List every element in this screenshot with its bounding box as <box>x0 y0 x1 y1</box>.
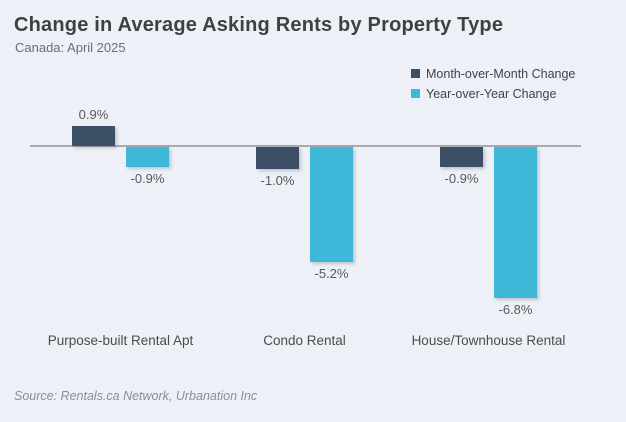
legend: Month-over-Month Change Year-over-Year C… <box>411 66 576 101</box>
legend-swatch-mom-icon <box>411 69 420 78</box>
bar-value-label-yoy-2: -6.8% <box>498 302 533 317</box>
chart-title: Change in Average Asking Rents by Proper… <box>14 14 504 36</box>
bar-mom-0 <box>72 126 115 146</box>
legend-label-yoy: Year-over-Year Change <box>426 86 557 101</box>
category-label-1: Condo Rental <box>263 333 346 348</box>
bar-value-label-yoy-1: -5.2% <box>314 266 349 281</box>
category-label-2: House/Townhouse Rental <box>411 333 566 348</box>
bar-value-label-yoy-0: -0.9% <box>130 171 165 186</box>
source-credit: Source: Rentals.ca Network, Urbanation I… <box>14 389 258 403</box>
bar-yoy-1 <box>310 147 353 262</box>
bar-value-label-mom-1: -1.0% <box>260 173 295 188</box>
bar-mom-2 <box>440 147 483 167</box>
legend-label-mom: Month-over-Month Change <box>426 66 576 81</box>
bar-yoy-0 <box>126 147 169 167</box>
legend-item-yoy: Year-over-Year Change <box>411 86 575 101</box>
bar-mom-1 <box>256 147 299 169</box>
zero-axis-line <box>30 145 581 147</box>
bar-yoy-2 <box>494 147 537 298</box>
legend-item-mom: Month-over-Month Change <box>411 66 576 81</box>
bar-value-label-mom-2: -0.9% <box>444 171 479 186</box>
bar-value-label-mom-0: 0.9% <box>78 107 109 122</box>
legend-swatch-yoy-icon <box>411 89 420 98</box>
chart-subtitle: Canada: April 2025 <box>15 40 126 55</box>
category-label-0: Purpose-built Rental Apt <box>47 333 194 348</box>
